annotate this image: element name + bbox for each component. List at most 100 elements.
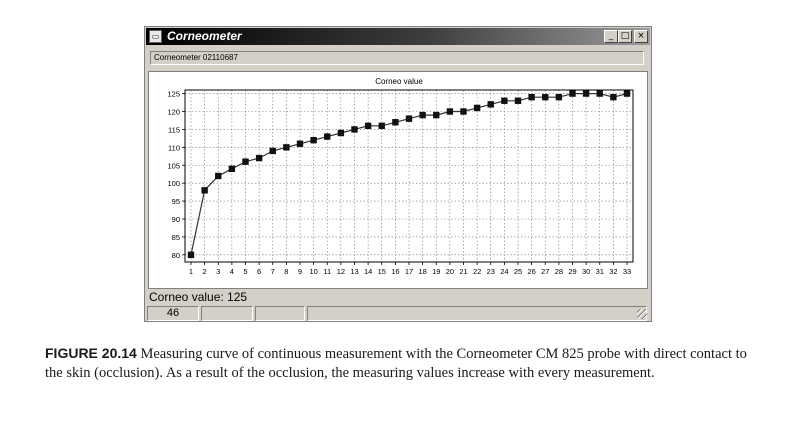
corneometer-window: ▭ Corneometer _ □ × Corneometer 02110687…	[144, 26, 652, 322]
x-tick-label: 25	[514, 267, 522, 276]
data-point-marker	[324, 133, 331, 140]
data-point-marker	[351, 126, 358, 133]
measurement-count: 46	[147, 306, 199, 321]
figure-label: FIGURE 20.14	[45, 345, 137, 361]
x-axis-ticks: 1 2 3 4 5 6 7 8 9 10 11 12 13 14 15 16 17 18 19 20 21 22 23 24 2…	[189, 262, 631, 276]
x-tick-label: 9	[298, 267, 302, 276]
data-point-marker	[255, 154, 263, 162]
status-bar: 46	[147, 306, 649, 321]
x-tick-label: 8	[284, 267, 288, 276]
x-tick-label: 30	[582, 267, 590, 276]
data-point-marker	[378, 122, 385, 130]
data-point-marker	[596, 90, 603, 97]
data-point-marker	[405, 115, 413, 122]
figure-caption: FIGURE 20.14 Measuring curve of continuo…	[45, 344, 765, 383]
data-point-marker	[392, 119, 399, 126]
minimize-button[interactable]: _	[604, 30, 618, 43]
x-tick-label: 31	[596, 267, 604, 276]
status-cell	[255, 306, 305, 321]
data-point-marker	[228, 165, 236, 173]
data-point-marker	[501, 97, 508, 104]
x-tick-label: 1	[189, 267, 193, 276]
x-tick-label: 17	[405, 267, 413, 276]
data-point-marker	[623, 90, 631, 97]
x-tick-label: 19	[432, 267, 440, 276]
chart-grid	[185, 90, 633, 262]
data-point-marker	[215, 172, 222, 180]
x-tick-label: 3	[216, 267, 220, 276]
data-point-marker	[528, 93, 535, 101]
x-tick-label: 5	[243, 267, 247, 276]
data-point-marker	[419, 111, 426, 119]
device-serial-field: Corneometer 02110687	[150, 51, 644, 65]
data-point-marker	[269, 147, 276, 155]
x-tick-label: 12	[337, 267, 345, 276]
data-point-marker	[201, 187, 208, 194]
chart-panel: Corneo value 80 85 90 95 100 105 110 115 120 125 …	[148, 71, 648, 289]
close-button[interactable]: ×	[634, 30, 648, 43]
chart-title: Corneo value	[375, 77, 423, 86]
data-point-marker	[242, 158, 249, 165]
y-tick-label: 80	[172, 251, 180, 260]
y-tick-label: 85	[172, 233, 180, 242]
status-cell	[307, 306, 647, 321]
x-tick-label: 16	[391, 267, 399, 276]
x-tick-label: 32	[609, 267, 617, 276]
plot-frame	[184, 89, 634, 263]
y-tick-label: 95	[172, 197, 180, 206]
data-point-marker	[542, 93, 549, 101]
x-tick-label: 23	[487, 267, 495, 276]
corneo-value-readout: Corneo value: 125	[149, 290, 248, 304]
y-tick-label: 125	[167, 90, 180, 99]
x-tick-label: 22	[473, 267, 481, 276]
data-point-marker	[610, 93, 617, 101]
data-point-marker	[569, 90, 576, 97]
x-tick-label: 14	[364, 267, 372, 276]
x-tick-label: 4	[230, 267, 234, 276]
app-window-icon[interactable]: ▭	[149, 30, 162, 43]
x-tick-label: 21	[459, 267, 467, 276]
maximize-button[interactable]: □	[618, 30, 632, 43]
data-point-marker	[310, 136, 317, 144]
data-point-marker	[364, 122, 372, 130]
window-title: Corneometer	[167, 29, 242, 43]
data-point-marker	[487, 101, 494, 108]
y-tick-label: 105	[167, 161, 180, 170]
x-tick-label: 18	[418, 267, 426, 276]
data-point-marker	[283, 144, 290, 151]
data-point-marker	[555, 93, 563, 101]
x-tick-label: 29	[568, 267, 576, 276]
y-axis-ticks: 80 85 90 95 100 105 110 115 120 125	[167, 90, 185, 260]
resize-grip-icon[interactable]	[637, 309, 647, 319]
title-bar[interactable]: ▭ Corneometer _ □ ×	[146, 28, 650, 45]
x-tick-label: 26	[527, 267, 535, 276]
y-tick-label: 115	[168, 125, 180, 134]
x-tick-label: 24	[500, 267, 508, 276]
x-tick-label: 7	[271, 267, 275, 276]
x-tick-label: 13	[350, 267, 358, 276]
x-tick-label: 33	[623, 267, 631, 276]
y-tick-label: 120	[167, 108, 180, 117]
x-tick-label: 11	[323, 267, 331, 276]
corneo-value-chart: Corneo value 80859095100105110115120125 …	[167, 77, 634, 276]
x-tick-label: 6	[257, 267, 261, 276]
x-tick-label: 20	[446, 267, 454, 276]
data-point-marker	[514, 97, 522, 104]
data-point-marker	[187, 251, 195, 259]
x-tick-label: 15	[378, 267, 386, 276]
data-point-marker	[582, 90, 590, 97]
x-tick-label: 2	[203, 267, 207, 276]
series-markers	[187, 90, 631, 259]
y-tick-label: 100	[167, 179, 180, 188]
y-tick-label: 110	[168, 143, 180, 152]
y-tick-label: 90	[172, 215, 180, 224]
data-point-marker	[473, 104, 481, 112]
data-point-marker	[296, 140, 304, 147]
status-cell	[201, 306, 253, 321]
x-tick-label: 27	[541, 267, 549, 276]
data-point-marker	[460, 108, 467, 115]
data-point-marker	[446, 108, 454, 115]
data-point-marker	[337, 129, 345, 137]
data-point-marker	[433, 111, 440, 119]
figure-caption-text: Measuring curve of continuous measuremen…	[45, 346, 747, 381]
